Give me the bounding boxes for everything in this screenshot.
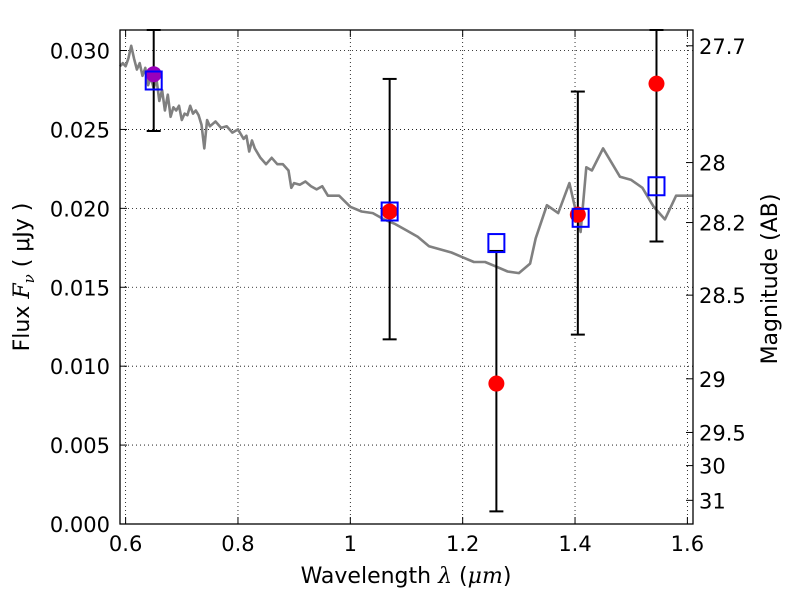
- y-tick-label: 0.005: [50, 434, 110, 458]
- y-tick-label: 0.025: [50, 118, 110, 142]
- x-tick-label: 1.4: [558, 532, 591, 556]
- observed-point: [145, 66, 162, 83]
- y2-tick-label: 29: [699, 368, 726, 392]
- y2-tick-label: 31: [699, 489, 726, 513]
- y2-tick-label: 28.2: [699, 212, 746, 236]
- x-tick-label: 0.8: [221, 532, 254, 556]
- model-point: [647, 176, 666, 197]
- x-axis-ticks: 0.6 0.8 1 1.2 1.4 1.6: [109, 30, 704, 556]
- y2-tick-label: 28: [699, 152, 726, 176]
- y2-tick-label: 28.5: [699, 284, 746, 308]
- y2-tick-label: 29.5: [699, 421, 746, 445]
- x-tick-label: 0.6: [109, 532, 142, 556]
- axes-frame: [119, 29, 694, 525]
- y2-axis-ticks: 27.7 28 28.2 28.5 29 29.5 30 31: [686, 35, 746, 513]
- y-axis-ticks: 0.000 0.005 0.010 0.015 0.020 0.025 0.030: [50, 40, 127, 537]
- y-tick-label: 0.030: [50, 40, 110, 64]
- model-point: [380, 201, 399, 222]
- model-point: [571, 207, 590, 228]
- y-tick-label: 0.020: [50, 197, 110, 221]
- observed-points: [145, 66, 665, 392]
- observed-point: [648, 75, 665, 92]
- model-point: [487, 233, 506, 254]
- plot-area: [119, 29, 693, 513]
- y-tick-label: 0.000: [50, 513, 110, 537]
- y-axis-label: Flux Fν ( μJy ): [10, 203, 38, 352]
- y2-tick-label: 27.7: [699, 35, 746, 59]
- model-point: [144, 70, 163, 91]
- observed-point: [569, 206, 586, 223]
- y2-axis-label: Magnitude (AB): [758, 194, 783, 365]
- x-tick-label: 1: [344, 532, 357, 556]
- observed-point: [488, 375, 505, 392]
- y-tick-label: 0.010: [50, 355, 110, 379]
- x-tick-label: 1.6: [671, 532, 704, 556]
- y-tick-label: 0.015: [50, 276, 110, 300]
- x-tick-label: 1.2: [446, 532, 479, 556]
- observed-point: [381, 203, 398, 220]
- y2-tick-label: 30: [699, 455, 726, 479]
- x-axis-label: Wavelength λ (μm): [301, 564, 512, 589]
- model-points: [144, 70, 666, 254]
